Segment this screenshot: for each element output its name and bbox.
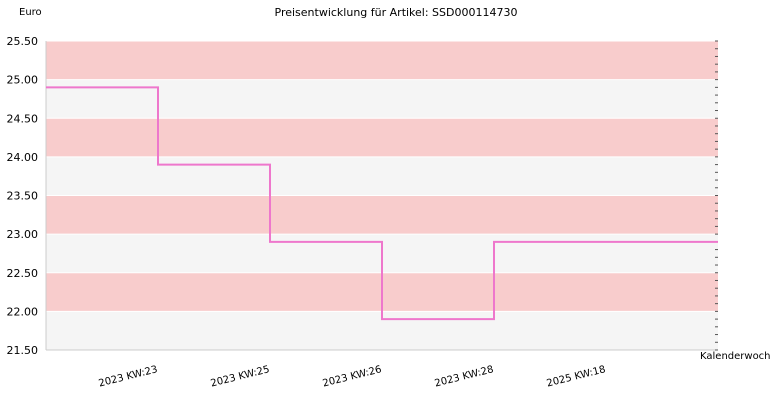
x-tick-label: 2025 KW:18 xyxy=(546,364,607,389)
y-tick-label: 21.50 xyxy=(7,344,39,357)
y-tick-label: 22.00 xyxy=(7,305,39,318)
band-pink xyxy=(46,118,718,157)
y-tick-label: 25.00 xyxy=(7,74,39,87)
y-tick-label: 24.00 xyxy=(7,151,39,164)
x-tick-label: 2023 KW:23 xyxy=(98,364,159,389)
band-pink xyxy=(46,41,718,80)
y-tick-label: 23.00 xyxy=(7,228,39,241)
x-tick-label: 2023 KW:25 xyxy=(210,364,271,389)
y-tick-label: 25.50 xyxy=(7,35,39,48)
price-step-line xyxy=(46,86,718,321)
x-tick-label: 2023 KW:26 xyxy=(322,364,383,389)
x-axis-label: Kalenderwoche xyxy=(700,351,770,362)
chart-title: Preisentwicklung für Artikel: SSD0001147… xyxy=(275,6,518,19)
band-light xyxy=(46,79,718,119)
band-pink xyxy=(46,195,718,235)
y-tick-label: 22.50 xyxy=(7,267,39,280)
y-tick-label: 24.50 xyxy=(7,112,39,125)
y-tick-label: 23.50 xyxy=(7,190,39,203)
band-light xyxy=(46,156,718,196)
x-tick-label: 2023 KW:28 xyxy=(434,364,495,389)
y-axis-label: Euro xyxy=(19,7,42,18)
